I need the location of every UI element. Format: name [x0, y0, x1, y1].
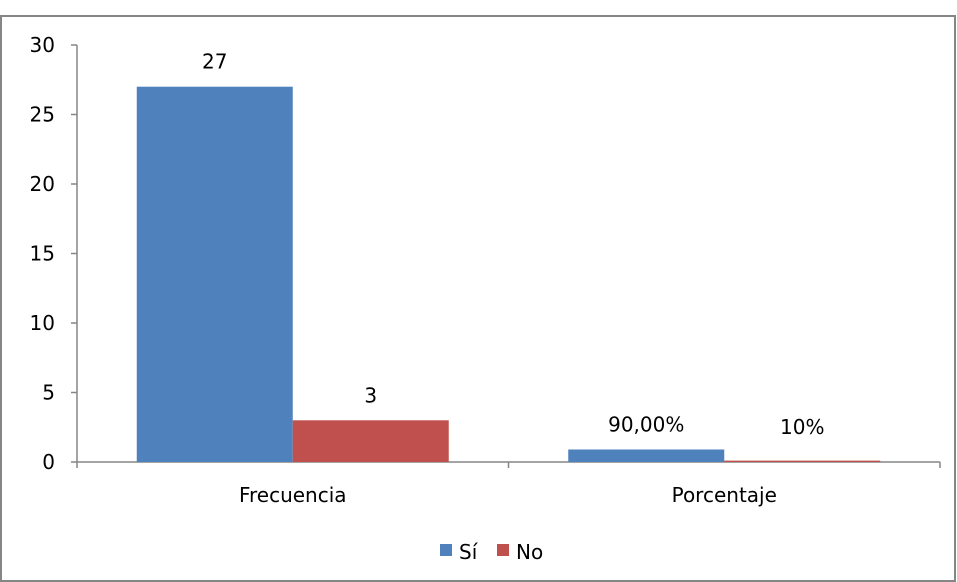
data-label: 27: [202, 50, 227, 74]
y-tick-label: 20: [30, 172, 55, 196]
legend-label: Sí: [459, 540, 479, 564]
bar-si-1: [568, 449, 725, 462]
bar-no-0: [292, 420, 449, 462]
category-labels-group: Frecuencia Porcentaje: [76, 462, 941, 507]
y-tick-label: 25: [30, 103, 55, 127]
y-axis-tick-labels: 0 5 10 15 20 25 30: [30, 33, 77, 474]
bar-no-1: [724, 460, 881, 462]
bars-group: [136, 86, 881, 462]
legend-swatch: [440, 544, 452, 556]
category-label: Porcentaje: [672, 483, 777, 507]
y-tick-label: 0: [42, 450, 55, 474]
data-label: 10%: [780, 415, 824, 439]
category-label: Frecuencia: [239, 483, 347, 507]
data-label: 90,00%: [608, 412, 684, 436]
legend: Sí No: [440, 540, 543, 564]
bar-si-0: [136, 86, 293, 462]
data-labels-group: 27 3 90,00% 10%: [202, 50, 824, 439]
legend-label: No: [516, 540, 543, 564]
data-label: 3: [364, 383, 377, 407]
legend-swatch: [497, 544, 509, 556]
y-tick-label: 15: [30, 242, 55, 266]
y-tick-label: 30: [30, 33, 55, 57]
y-tick-label: 5: [42, 381, 55, 405]
y-tick-label: 10: [30, 311, 55, 335]
